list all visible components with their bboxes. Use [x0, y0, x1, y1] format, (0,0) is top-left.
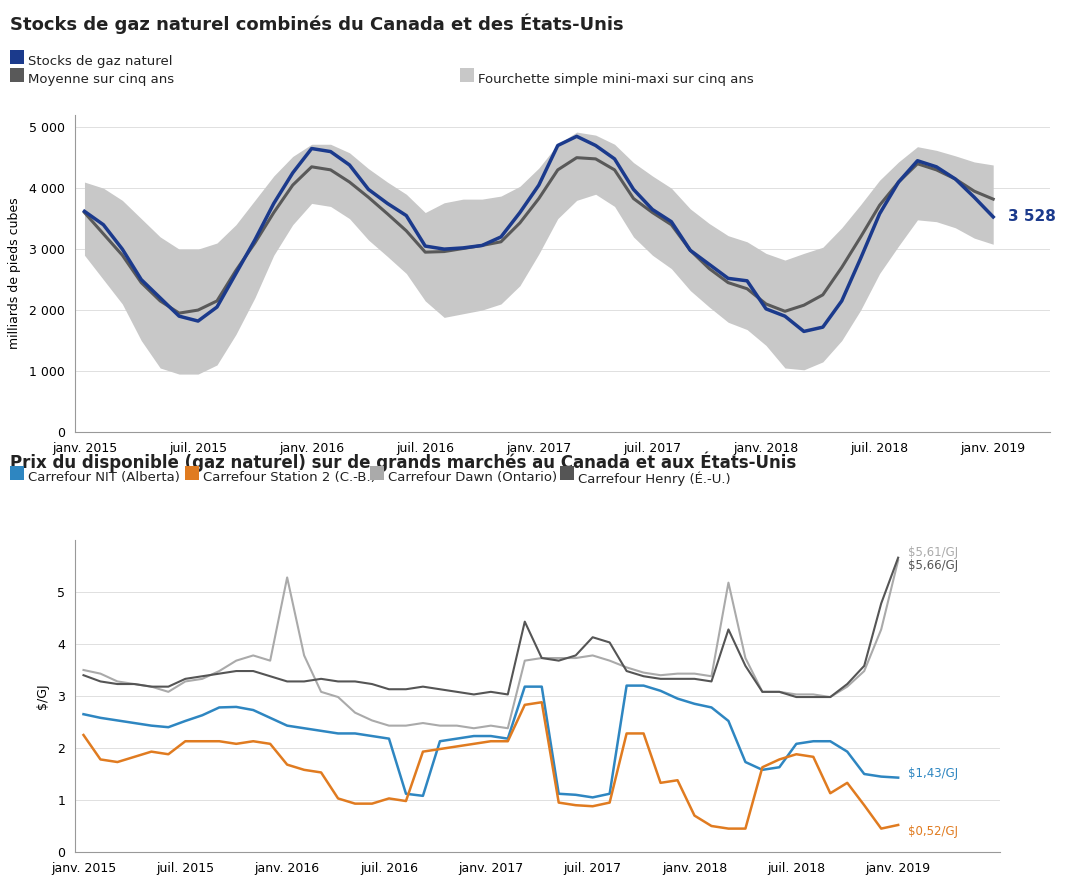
Text: Carrefour Henry (É.-U.): Carrefour Henry (É.-U.): [578, 471, 731, 485]
Text: $0,52/GJ: $0,52/GJ: [908, 825, 958, 838]
Text: Moyenne sur cinq ans: Moyenne sur cinq ans: [28, 73, 175, 86]
Text: Carrefour Dawn (Ontario): Carrefour Dawn (Ontario): [388, 471, 557, 484]
Text: $1,43/GJ: $1,43/GJ: [908, 767, 958, 780]
Text: Carrefour Station 2 (C.-B.): Carrefour Station 2 (C.-B.): [203, 471, 376, 484]
Text: $5,61/GJ: $5,61/GJ: [908, 546, 958, 559]
Text: Fourchette simple mini-maxi sur cinq ans: Fourchette simple mini-maxi sur cinq ans: [478, 73, 753, 86]
Text: Stocks de gaz naturel combinés du Canada et des États-Unis: Stocks de gaz naturel combinés du Canada…: [10, 14, 623, 34]
Text: 3 528: 3 528: [1008, 210, 1056, 225]
Text: Carrefour NIT (Alberta): Carrefour NIT (Alberta): [28, 471, 180, 484]
Y-axis label: $/GJ: $/GJ: [36, 683, 49, 709]
Text: $5,66/GJ: $5,66/GJ: [908, 559, 958, 572]
Y-axis label: milliards de pieds cubes: milliards de pieds cubes: [8, 198, 21, 349]
Text: Stocks de gaz naturel: Stocks de gaz naturel: [28, 55, 172, 68]
Text: Prix du disponible (gaz naturel) sur de grands marchés au Canada et aux États-Un: Prix du disponible (gaz naturel) sur de …: [10, 452, 797, 473]
